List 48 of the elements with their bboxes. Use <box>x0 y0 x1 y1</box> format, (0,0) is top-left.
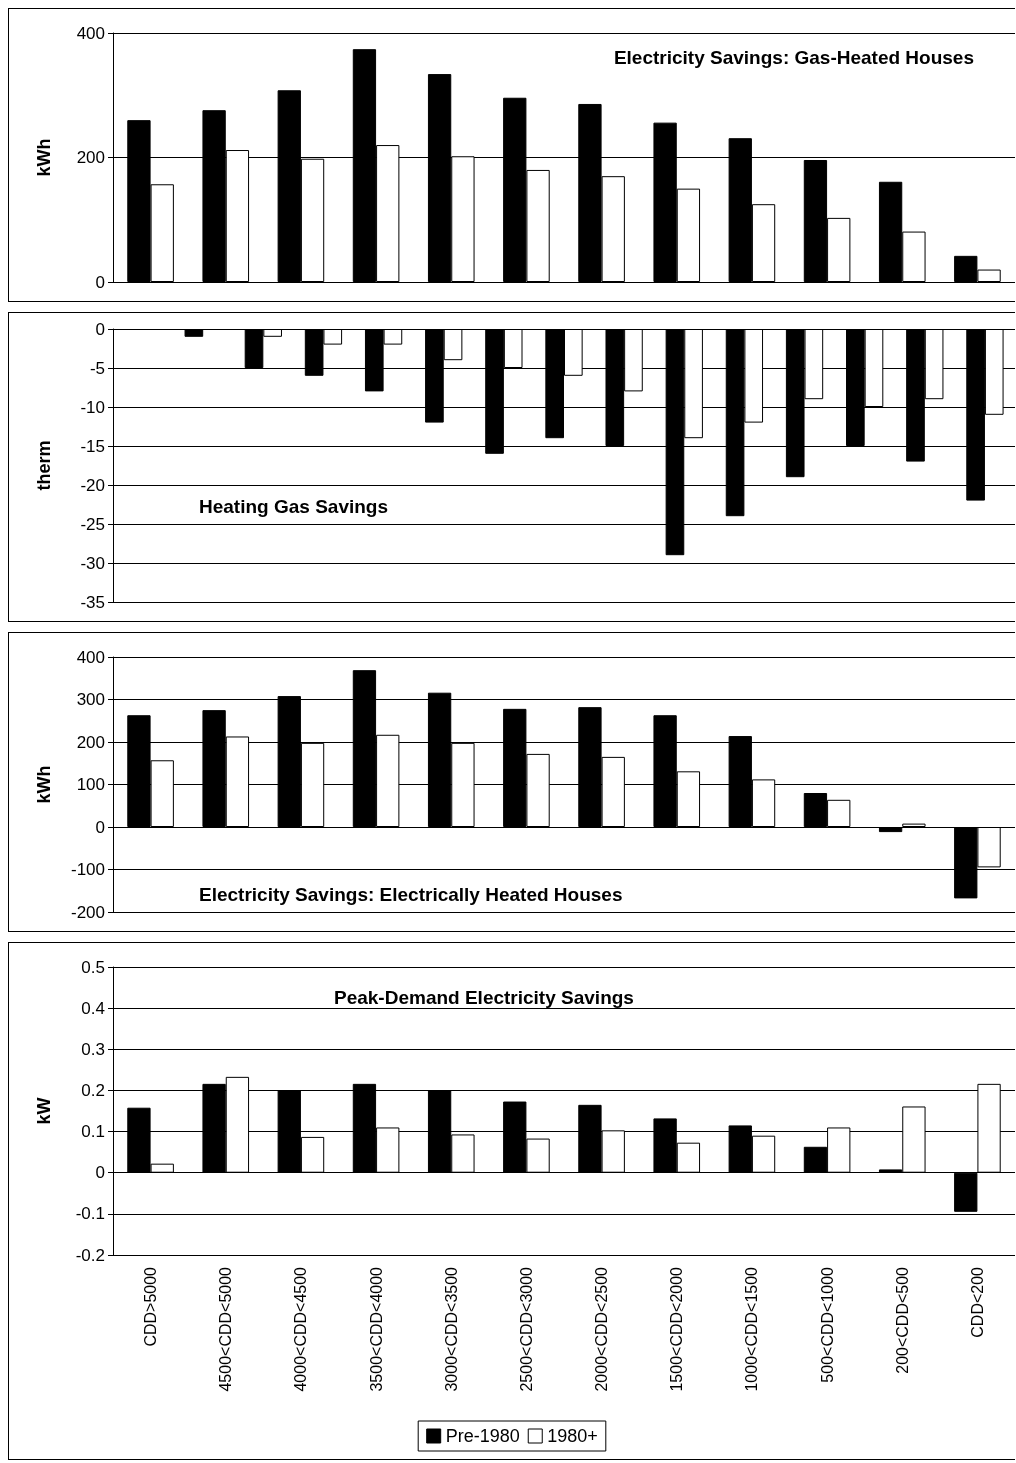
x-tick-label: 1000<CDD<1500 <box>743 1266 761 1392</box>
y-tick-label: -0.1 <box>75 1204 105 1224</box>
y-tick-label: 0.5 <box>81 957 105 977</box>
legend-label: Pre-1980 <box>445 1426 520 1446</box>
x-tick-label: 4500<CDD<5000 <box>217 1266 235 1392</box>
y-tick-label: 0.3 <box>81 1039 105 1059</box>
x-tick-label: 2500<CDD<3000 <box>517 1266 535 1392</box>
x-tick-label: 3000<CDD<3500 <box>442 1266 460 1392</box>
x-tick-label: 200<CDD<500 <box>893 1266 911 1374</box>
y-tick-label: -20 <box>80 475 105 495</box>
y-tick-label: -100 <box>70 860 105 879</box>
x-tick-label: 4000<CDD<4500 <box>292 1266 310 1392</box>
y-tick-label: 100 <box>76 775 105 794</box>
y-tick-label: -25 <box>80 514 105 534</box>
y-tick-label: -5 <box>89 358 105 378</box>
y-tick-label: 0 <box>95 319 105 339</box>
x-tick-label: 1500<CDD<2000 <box>668 1266 686 1392</box>
x-tick-label: 3500<CDD<4000 <box>367 1266 385 1392</box>
y-tick-label: 400 <box>76 647 105 667</box>
y-tick-label: 0.1 <box>81 1122 105 1142</box>
x-tick-label: CDD<200 <box>968 1266 986 1338</box>
text: Peak-Demand Electricity Savings <box>334 987 634 1008</box>
y-axis-title: kWh <box>34 138 54 177</box>
y-tick-label: 200 <box>76 148 105 167</box>
y-tick-label: 0.4 <box>81 998 105 1018</box>
y-tick-label: -0.2 <box>75 1245 105 1265</box>
y-tick-label: -200 <box>70 902 105 922</box>
y-tick-label: 0.2 <box>81 1080 105 1100</box>
y-tick-label: 0 <box>95 817 105 837</box>
text: Electricity Savings: Electrically Heated Houses <box>199 884 623 905</box>
y-axis-title: kWh <box>34 765 54 804</box>
y-tick-label: 0 <box>95 1163 105 1183</box>
legend-label: 1980+ <box>547 1426 598 1446</box>
x-tick-label: CDD>5000 <box>142 1266 160 1347</box>
y-tick-label: -15 <box>80 436 105 456</box>
text: Electricity Savings: Gas-Heated Houses <box>613 47 975 68</box>
y-tick-label: 200 <box>76 732 105 752</box>
y-tick-label: 400 <box>76 23 105 43</box>
y-tick-label: -30 <box>80 553 105 573</box>
y-tick-label: -35 <box>80 592 105 612</box>
x-tick-label: 2000<CDD<2500 <box>593 1266 611 1392</box>
y-axis-title: kW <box>34 1097 54 1125</box>
y-tick-label: 300 <box>76 690 105 709</box>
y-tick-label: 0 <box>95 272 105 292</box>
text: Heating Gas Savings <box>199 496 389 517</box>
y-tick-label: -10 <box>80 397 105 417</box>
x-tick-label: 500<CDD<1000 <box>818 1266 836 1383</box>
y-axis-title: therm <box>34 440 54 491</box>
